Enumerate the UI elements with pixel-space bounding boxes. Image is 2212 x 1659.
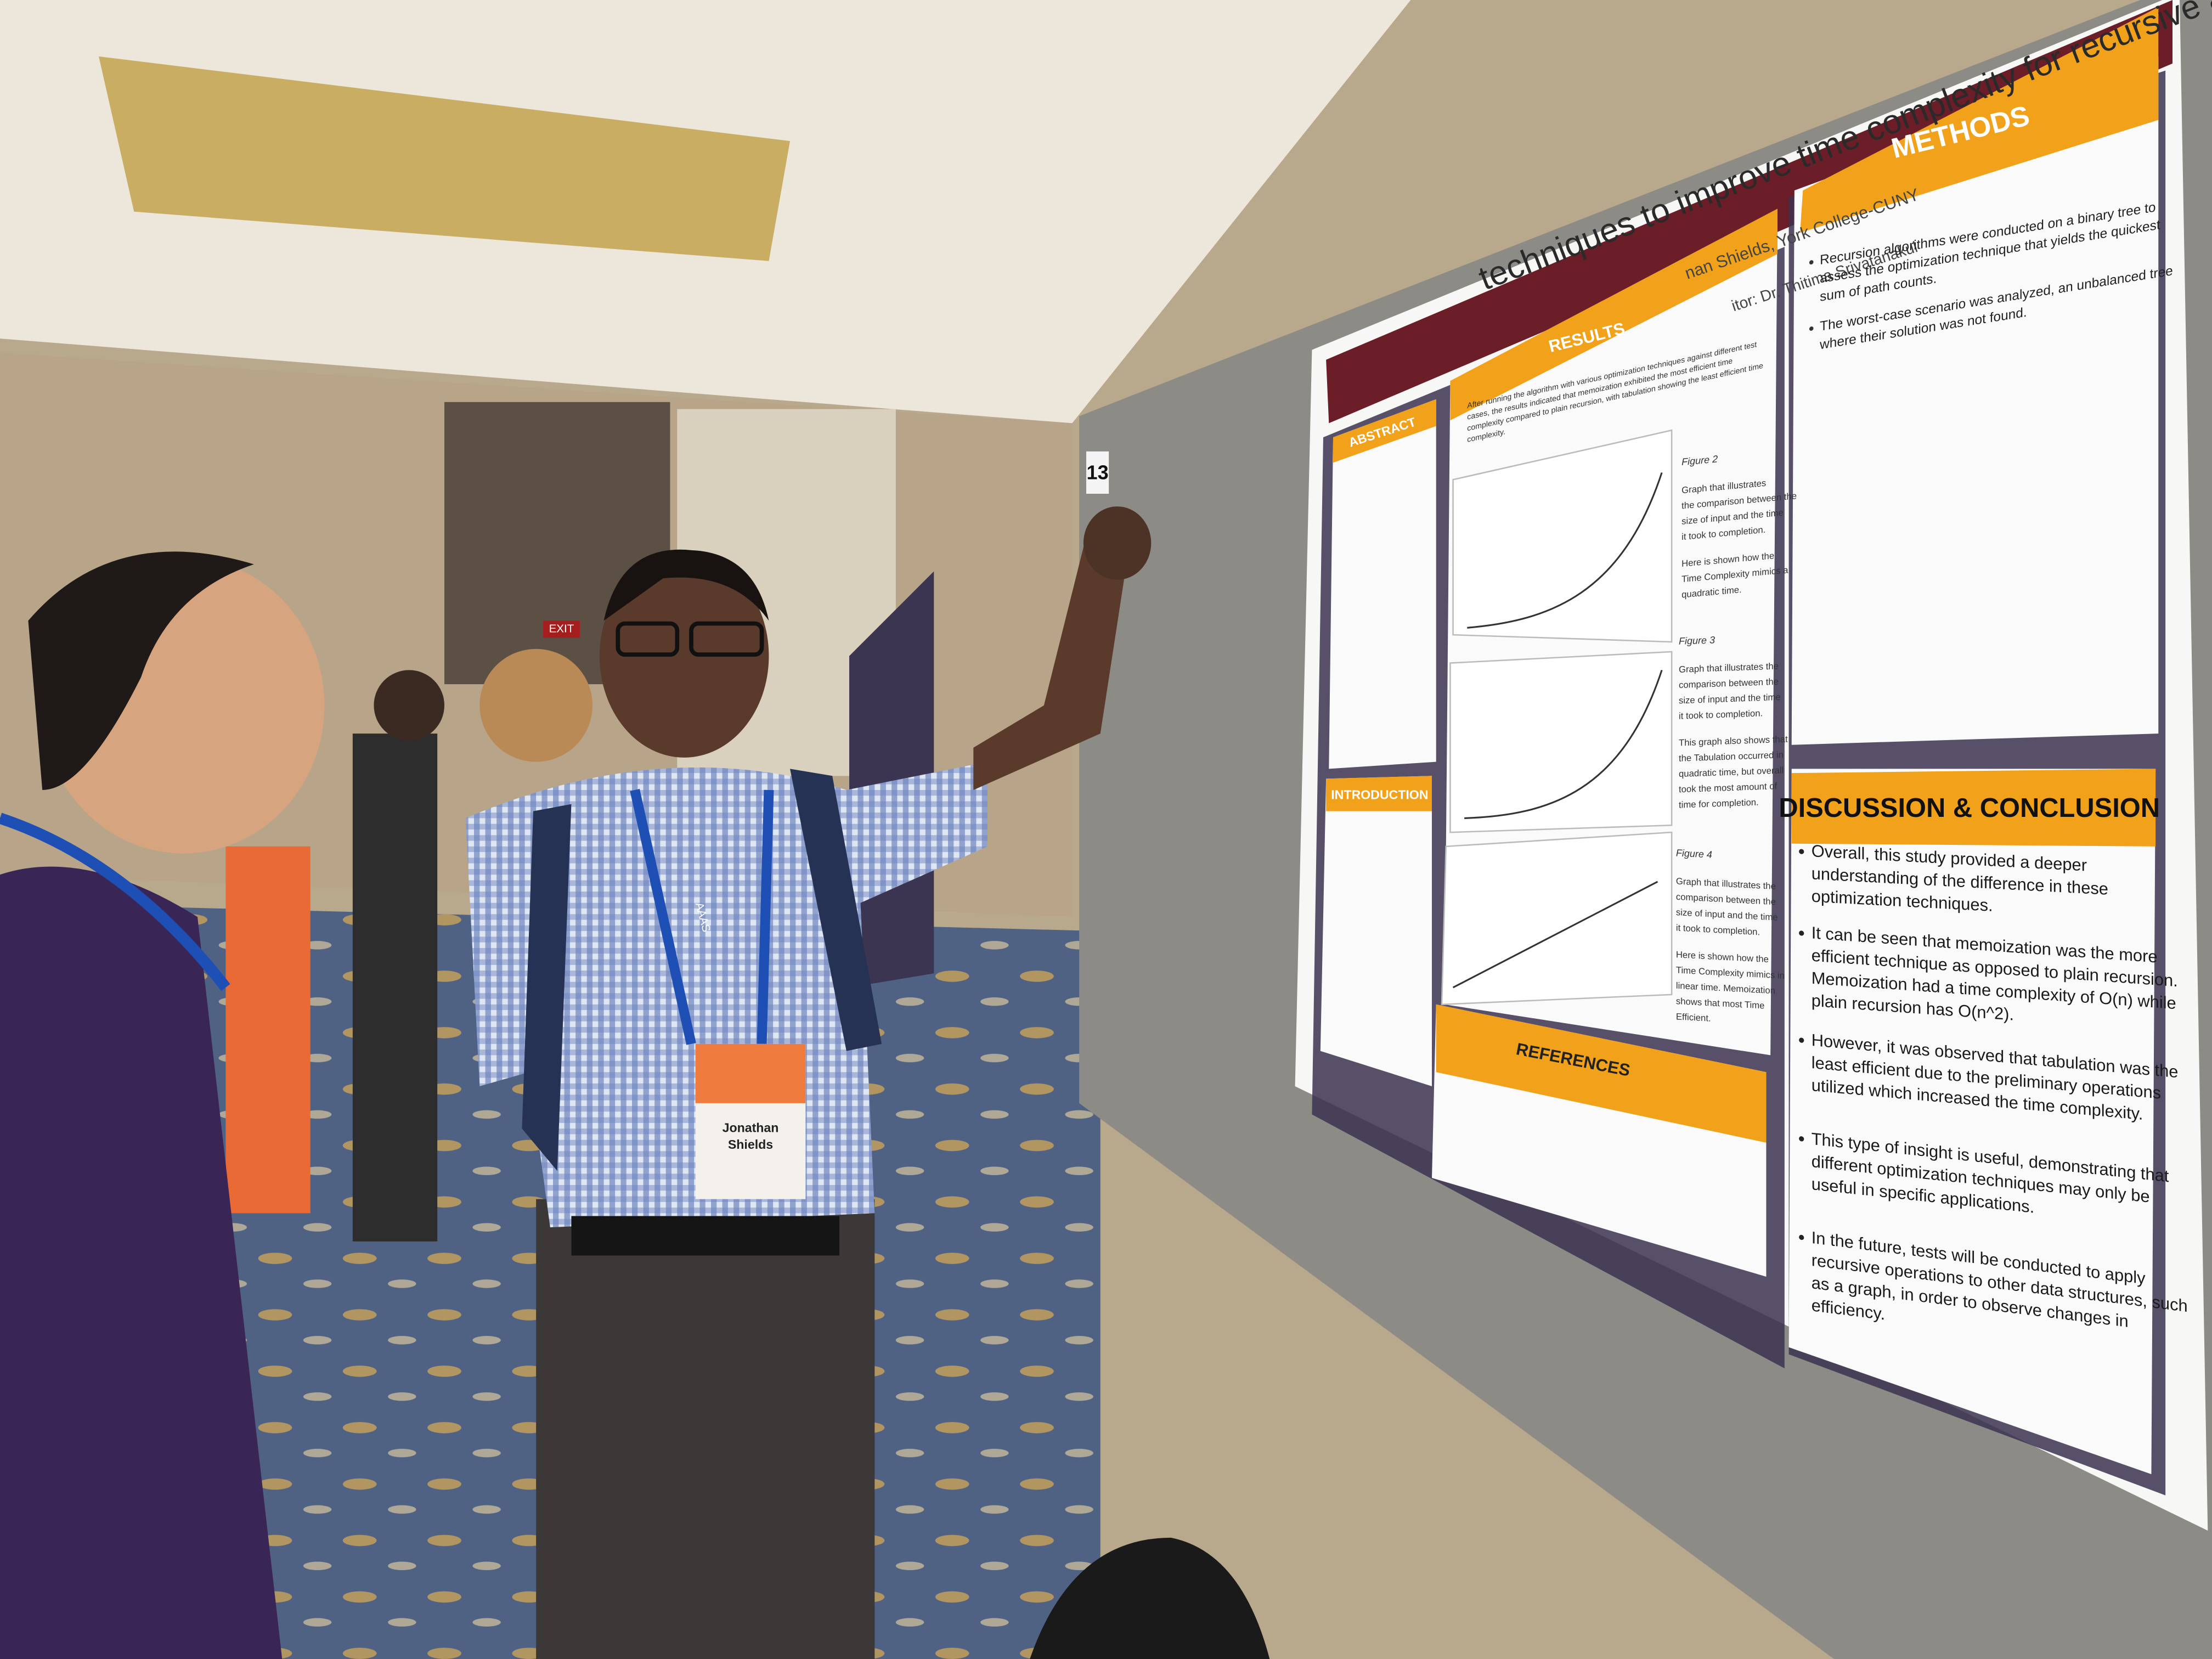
belt bbox=[571, 1216, 839, 1256]
discussion-header-box bbox=[1791, 769, 2156, 847]
backpack-strap bbox=[790, 769, 882, 1051]
exit-sign: EXIT bbox=[549, 622, 574, 635]
discussion-box bbox=[1788, 769, 2156, 1475]
bullet-dot bbox=[1799, 1037, 1804, 1043]
chandelier-ceiling bbox=[99, 56, 790, 261]
chart-curve bbox=[1467, 472, 1663, 629]
man-shirt bbox=[465, 761, 988, 1228]
backpack-strap bbox=[522, 804, 572, 1171]
person-head bbox=[374, 670, 444, 741]
bullet-dot bbox=[1799, 1136, 1804, 1142]
bullet-dot bbox=[1799, 1234, 1804, 1240]
introduction-box bbox=[1320, 776, 1432, 1086]
figure-label: Figure 3 bbox=[1679, 634, 1715, 646]
exit-sign-box bbox=[543, 620, 580, 638]
board-number: 13 bbox=[1087, 461, 1109, 484]
man-arm bbox=[973, 536, 1129, 790]
curly-hair bbox=[479, 648, 592, 762]
chart-curve bbox=[1464, 669, 1663, 819]
figure-chart bbox=[1449, 651, 1673, 833]
introduction-header bbox=[1326, 776, 1432, 811]
methods-box bbox=[1791, 56, 2159, 745]
references-header bbox=[1436, 1004, 1767, 1143]
bullet-dot bbox=[1799, 849, 1804, 854]
man-pants bbox=[536, 1199, 875, 1659]
discussion-bullet: It can be seen that memoization was the … bbox=[1799, 923, 2178, 1024]
man-fist bbox=[1083, 506, 1152, 580]
man-hair bbox=[603, 549, 769, 621]
figure-label: Figure 4 bbox=[1676, 847, 1712, 860]
section-heading: INTRODUCTION bbox=[1331, 787, 1428, 802]
bullet-dot bbox=[1809, 326, 1814, 331]
badge-last-name: Shields bbox=[728, 1137, 773, 1152]
bullet-dot bbox=[1809, 260, 1814, 265]
figure-chart bbox=[1452, 429, 1673, 643]
abstract-box bbox=[1329, 399, 1436, 769]
badge-header bbox=[695, 1043, 806, 1103]
person-background bbox=[352, 733, 438, 1242]
bag bbox=[1030, 1537, 1270, 1659]
figure-line: Efficient. bbox=[1676, 1011, 1711, 1023]
orange-dress bbox=[225, 846, 311, 1214]
section-heading: DISCUSSION & CONCLUSION bbox=[1779, 793, 2160, 823]
bullet-dot bbox=[1799, 930, 1804, 936]
chart-curve bbox=[1452, 881, 1658, 989]
woman-shirt bbox=[0, 866, 283, 1659]
poster-banner bbox=[1326, 0, 2172, 424]
board-number-card bbox=[1086, 451, 1109, 494]
woman-hair bbox=[28, 551, 254, 790]
badge-first-name: Jonathan bbox=[723, 1120, 779, 1135]
figure-chart bbox=[1441, 831, 1673, 1006]
man-lanyard bbox=[630, 789, 774, 1045]
methods-header bbox=[1800, 7, 2159, 233]
woman-lanyard bbox=[0, 812, 230, 991]
man-face bbox=[599, 554, 769, 758]
abstract-header bbox=[1333, 399, 1436, 463]
glasses bbox=[616, 621, 680, 657]
results-header bbox=[1450, 208, 1778, 421]
glasses bbox=[689, 621, 764, 657]
